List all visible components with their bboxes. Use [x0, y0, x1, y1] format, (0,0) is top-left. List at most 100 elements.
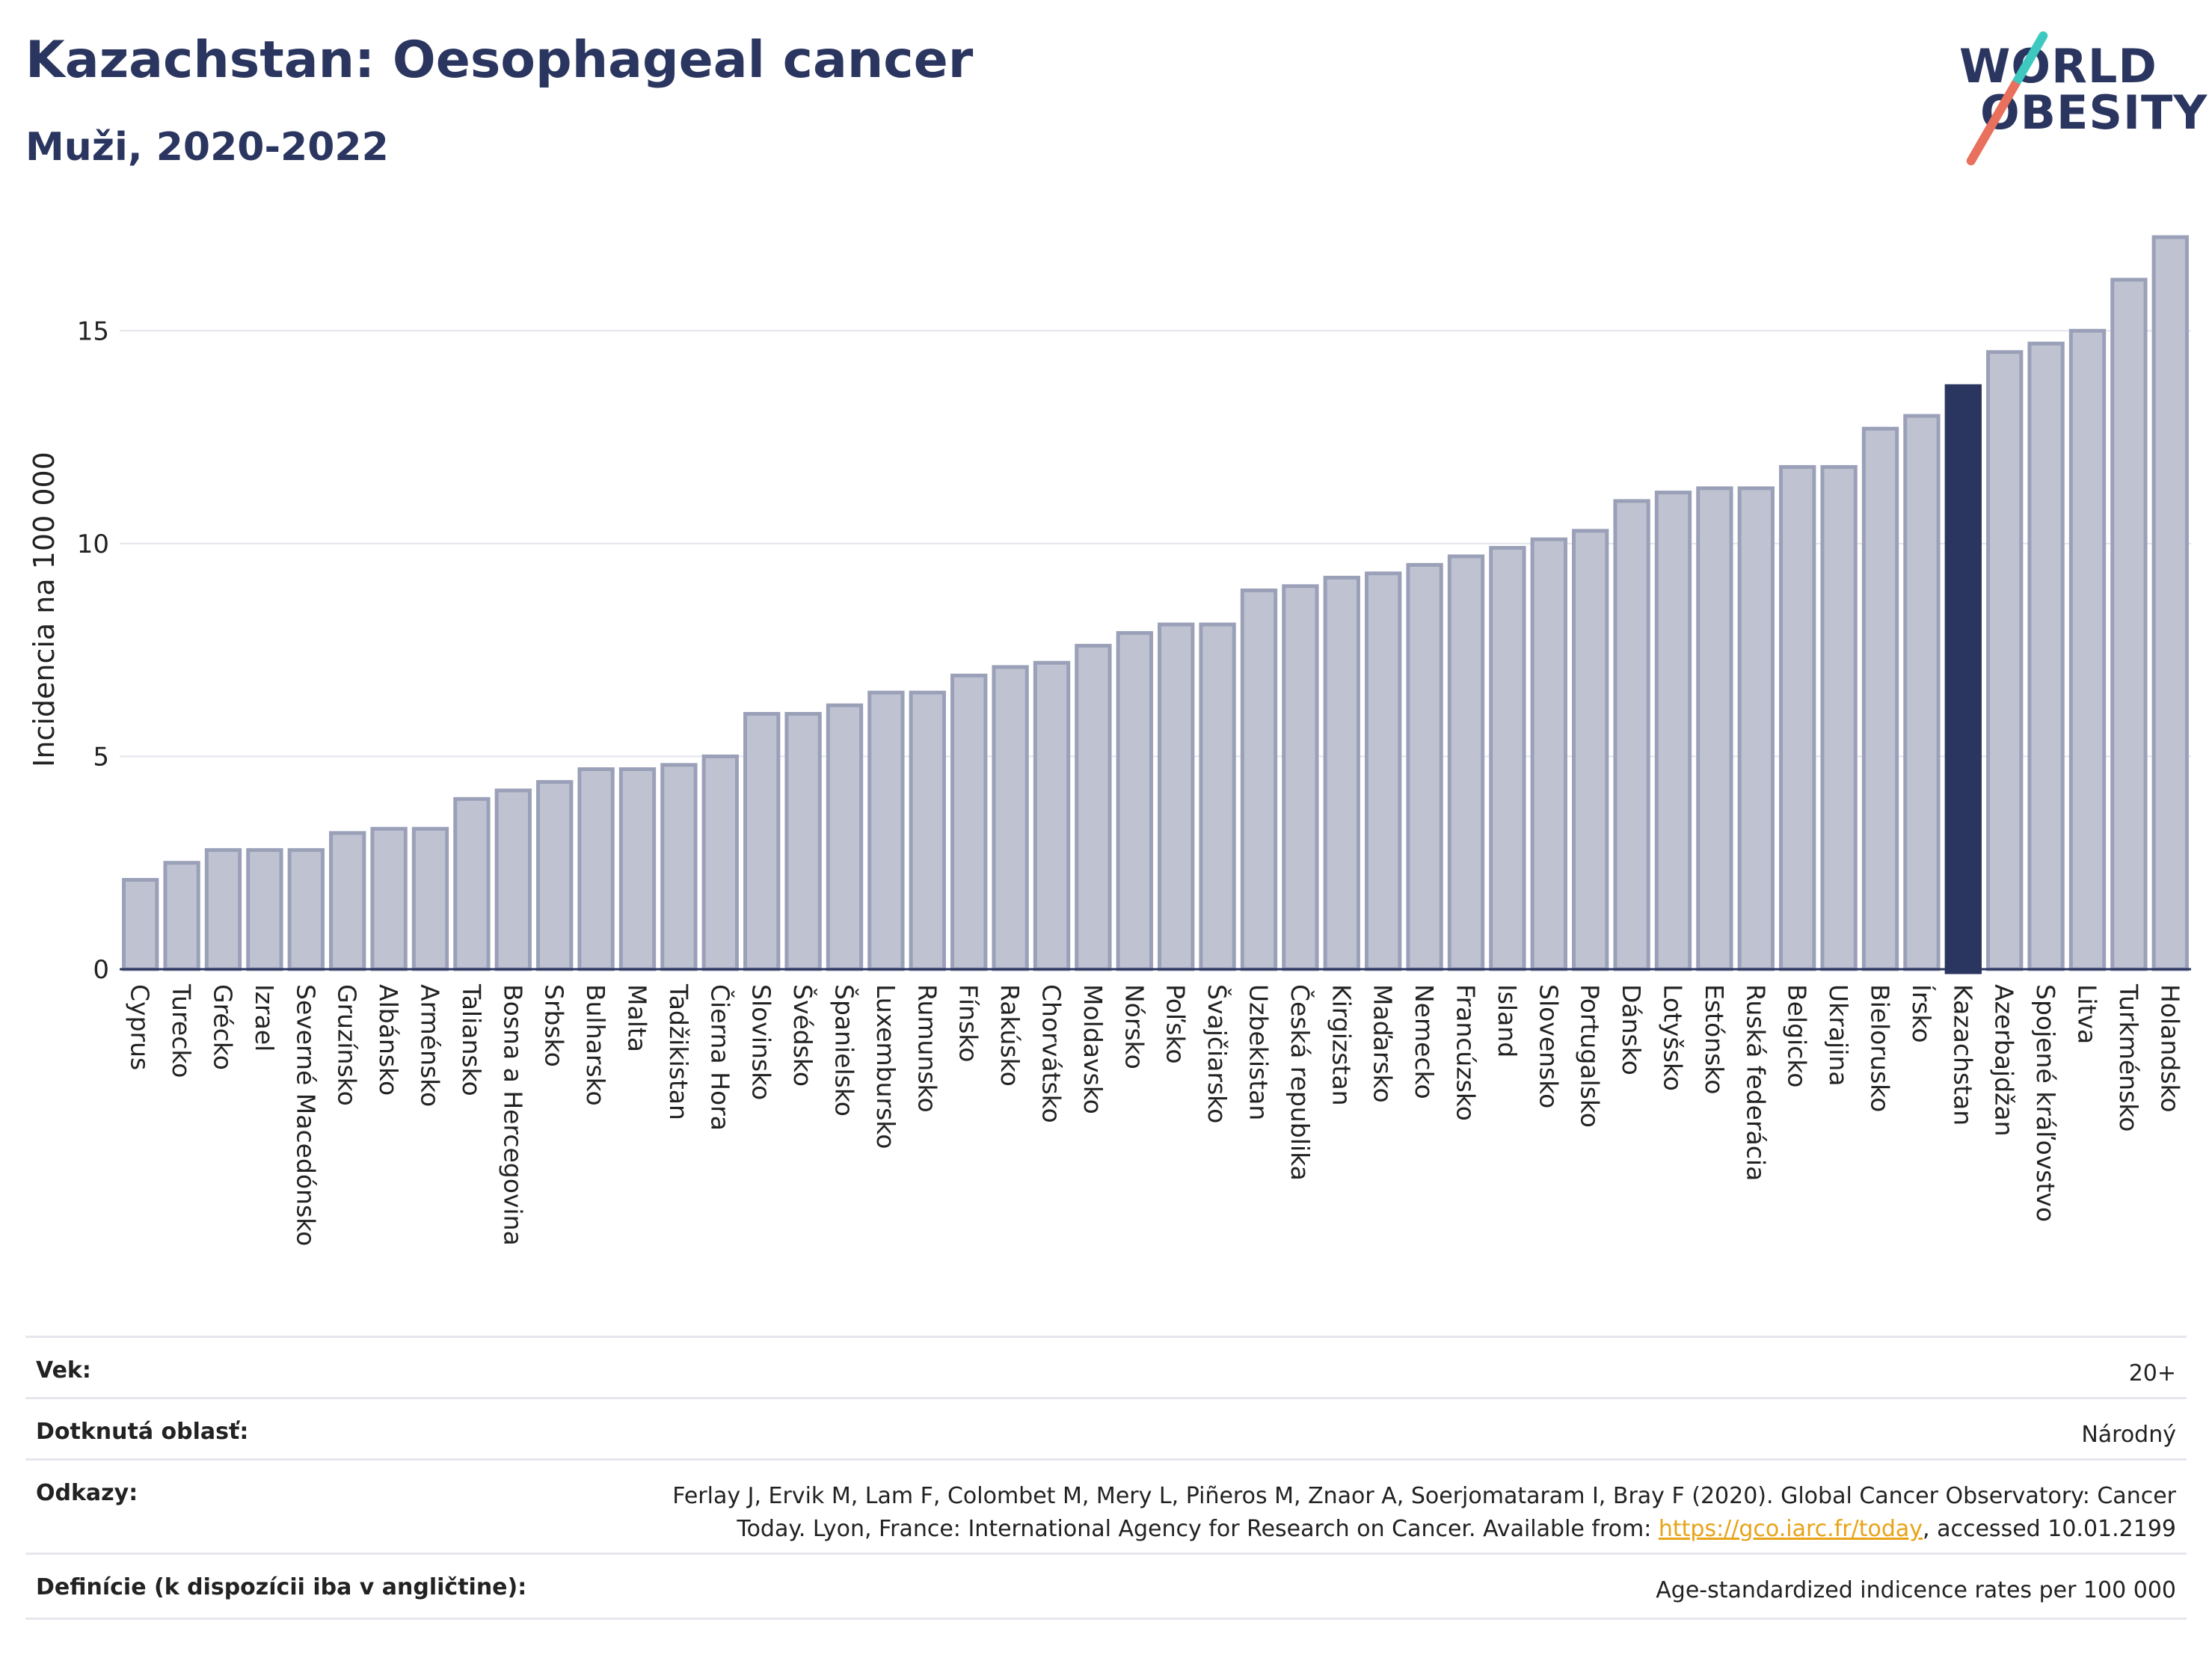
- bar-Rakúsko[interactable]: [992, 665, 1029, 971]
- bar-Poľsko[interactable]: [1158, 622, 1195, 971]
- reference-line-2: Today. Lyon, France: International Agenc…: [737, 1515, 1659, 1542]
- info-row-references: Odkazy: Ferlay J, Ervik M, Lam F, Colomb…: [25, 1458, 2187, 1555]
- bar-Spojené kráľovstvo[interactable]: [2027, 341, 2065, 971]
- bar-Estónsko[interactable]: [1696, 486, 1733, 971]
- bar-Severné Macedónsko[interactable]: [287, 848, 325, 971]
- x-tick-label: Bosna a Hercegovina: [498, 984, 527, 1246]
- x-tick-label: Francúzsko: [1451, 984, 1481, 1121]
- bar-Rumunsko[interactable]: [909, 690, 946, 971]
- bar-Uzbekistan[interactable]: [1240, 588, 1278, 971]
- x-tick-label: Nemecko: [1410, 984, 1439, 1099]
- bar-Nórsko[interactable]: [1116, 630, 1153, 971]
- bar-Arménsko[interactable]: [411, 826, 449, 971]
- bar-Bulharsko[interactable]: [577, 767, 615, 971]
- bar-Maďarsko[interactable]: [1365, 571, 1402, 971]
- x-tick-labels: Cyprus Turecko Grécko Izrael Severné Macedón…: [126, 983, 2185, 1246]
- x-tick-label: Turecko: [167, 983, 196, 1078]
- bar-Ukrajina[interactable]: [1820, 464, 1858, 971]
- bar-Nemecko[interactable]: [1406, 562, 1443, 971]
- bar-Kazachstan[interactable]: [1944, 384, 1982, 974]
- bar-Česká republika[interactable]: [1282, 584, 1319, 971]
- x-tick-label: Rumunsko: [912, 984, 941, 1113]
- bar-Moldavsko[interactable]: [1075, 643, 1112, 971]
- x-tick-label: Tadžikistan: [664, 983, 693, 1120]
- bar-Gruzínsko[interactable]: [329, 831, 366, 971]
- x-tick-label: Uzbekistan: [1244, 984, 1274, 1120]
- info-row-age: Vek: 20+: [25, 1336, 2187, 1399]
- info-row-area: Dotknutá oblasť: Národný: [25, 1397, 2187, 1461]
- x-tick-label: Cyprus: [126, 984, 155, 1070]
- bar-Fínsko[interactable]: [950, 673, 988, 971]
- definitions-value: Age-standardized indicence rates per 100…: [1656, 1577, 2176, 1603]
- x-tick-label: Grécko: [209, 984, 238, 1070]
- y-tick-label: 10: [77, 529, 109, 559]
- x-tick-label: Severné Macedónsko: [291, 984, 320, 1246]
- bar-Slovinsko[interactable]: [743, 712, 781, 971]
- y-tick-label: 5: [93, 742, 109, 772]
- bar-Slovensko[interactable]: [1530, 537, 1567, 971]
- bar-Albánsko[interactable]: [370, 826, 408, 971]
- x-tick-label: Taliansko: [457, 983, 486, 1096]
- bar-chart: 0 5 10 15 Cyprus Turecko Grécko Izrael Severné …: [28, 235, 2191, 1246]
- logo-line-1: WORLD: [1959, 39, 2157, 93]
- bar-Kirgizstan[interactable]: [1323, 575, 1360, 971]
- x-tick-label: Malta: [623, 984, 652, 1052]
- x-tick-label: Portugalsko: [1576, 984, 1605, 1128]
- bar-Chorvátsko[interactable]: [1033, 660, 1071, 971]
- x-tick-label: Švajčiarsko: [1202, 984, 1232, 1123]
- bar-Grécko[interactable]: [204, 848, 242, 971]
- x-tick-label: Švédsko: [788, 984, 818, 1087]
- bar-Bielorusko[interactable]: [1861, 426, 1899, 971]
- bar-Švédsko[interactable]: [784, 712, 822, 971]
- bar-Turkménsko[interactable]: [2110, 277, 2148, 971]
- references-value: Ferlay J, Ervik M, Lam F, Colombet M, Me…: [672, 1480, 2176, 1545]
- bar-Litva[interactable]: [2068, 328, 2107, 971]
- y-tick-label: 0: [93, 955, 109, 985]
- bar-Malta[interactable]: [618, 767, 657, 971]
- bar-Španielsko[interactable]: [826, 703, 864, 971]
- x-tick-label: Čierna Hora: [705, 984, 735, 1131]
- x-tick-label: Slovinsko: [747, 984, 776, 1100]
- bar-Island[interactable]: [1489, 546, 1526, 971]
- bar-Izrael[interactable]: [246, 848, 283, 971]
- x-tick-label: Moldavsko: [1078, 984, 1107, 1114]
- x-tick-label: Ukrajina: [1824, 984, 1853, 1087]
- x-tick-label: Kazachstan: [1948, 984, 1977, 1126]
- bar-Srbsko[interactable]: [536, 780, 574, 971]
- x-tick-label: Slovensko: [1534, 984, 1563, 1108]
- x-tick-label: Lotyšsko: [1659, 984, 1688, 1091]
- x-tick-label: Španielsko: [830, 984, 860, 1117]
- x-tick-label: Izrael: [250, 984, 279, 1051]
- bar-Holandsko[interactable]: [2151, 235, 2189, 971]
- bar-Tadžikistan[interactable]: [660, 763, 698, 971]
- logo-line-2: OBESITY: [1980, 85, 2208, 140]
- bar-Švajčiarsko[interactable]: [1199, 622, 1236, 971]
- bar-Čierna Hora[interactable]: [701, 754, 739, 971]
- bar-Luxembursko[interactable]: [867, 690, 905, 971]
- x-tick-label: Dánsko: [1617, 984, 1646, 1075]
- x-tick-label: Srbsko: [540, 984, 569, 1067]
- bar-Lotyšsko[interactable]: [1654, 491, 1692, 971]
- x-tick-label: Estónsko: [1700, 984, 1729, 1094]
- chart-subtitle: Muži, 2020-2022: [25, 125, 389, 170]
- bar-Ruská federácia[interactable]: [1737, 486, 1775, 971]
- bar-Cyprus[interactable]: [122, 877, 159, 971]
- bar-Bosna a Hercegovina[interactable]: [494, 788, 532, 971]
- y-tick-labels: 0 5 10 15: [77, 316, 109, 985]
- reference-accessed: , accessed 10.01.2199: [1923, 1515, 2176, 1542]
- reference-link[interactable]: https://gco.iarc.fr/today: [1658, 1515, 1923, 1542]
- x-tick-label: Azerbajdžan: [1990, 984, 2019, 1137]
- bar-Írsko[interactable]: [1903, 414, 1941, 971]
- x-tick-label: Island: [1493, 984, 1522, 1057]
- references-label: Odkazy:: [36, 1480, 138, 1506]
- bar-Azerbajdžan[interactable]: [1986, 350, 2024, 971]
- x-tick-label: Nórsko: [1119, 984, 1149, 1069]
- x-tick-label: Kirgizstan: [1327, 984, 1356, 1106]
- bar-Turecko[interactable]: [163, 861, 200, 971]
- world-obesity-logo: WORLD OBESITY: [1959, 29, 2207, 168]
- bar-Belgicko[interactable]: [1779, 464, 1816, 971]
- bar-Portugalsko[interactable]: [1572, 529, 1609, 971]
- bar-Dánsko[interactable]: [1613, 499, 1650, 971]
- bar-Taliansko[interactable]: [453, 796, 491, 971]
- bar-Francúzsko[interactable]: [1447, 554, 1485, 971]
